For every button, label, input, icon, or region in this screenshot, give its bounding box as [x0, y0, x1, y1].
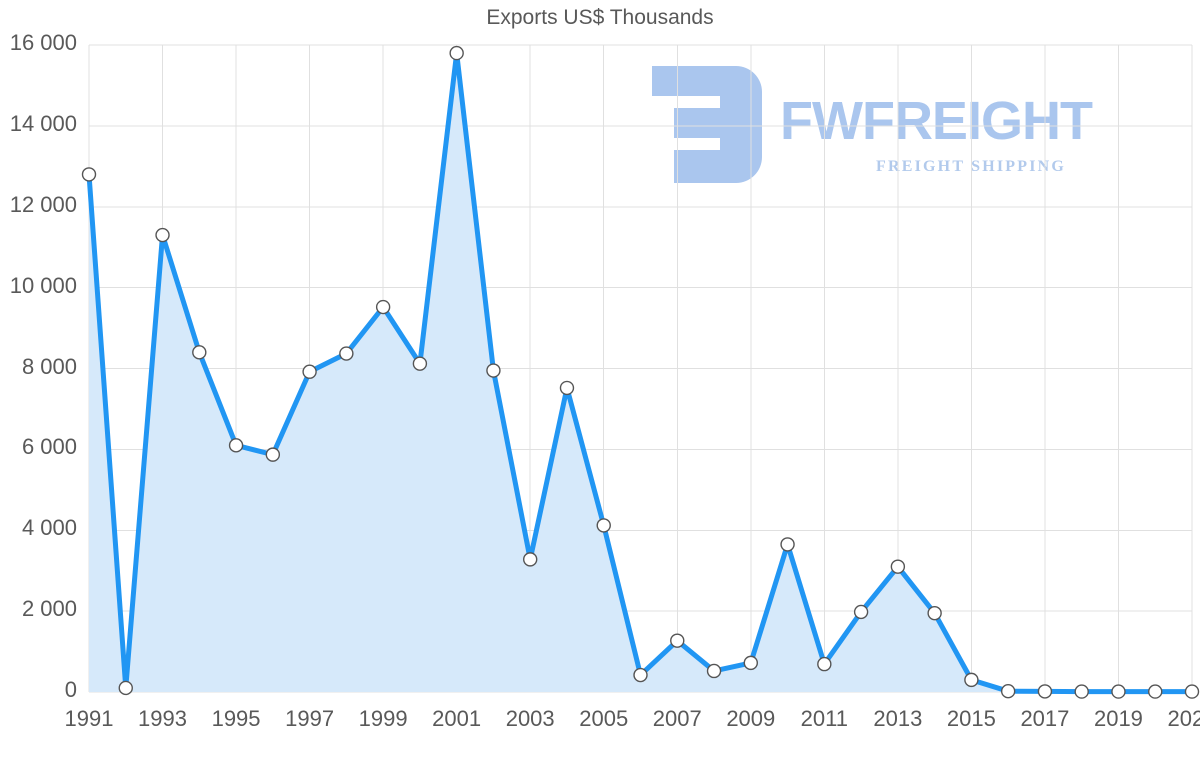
- x-axis-tick-label: 1997: [285, 706, 335, 731]
- x-axis-tick-label: 2011: [800, 706, 848, 731]
- y-axis-tick-label: 4 000: [21, 515, 77, 541]
- x-axis-tick-label: 2001: [432, 706, 482, 731]
- x-axis-tick-label: 2021: [1167, 706, 1200, 731]
- y-axis-tick-label: 10 000: [9, 272, 77, 298]
- x-axis-tick-label: 2003: [505, 706, 555, 731]
- x-axis-tick-label: 1999: [358, 706, 408, 731]
- y-axis-tick-label: 14 000: [9, 110, 77, 136]
- data-point-marker[interactable]: [1111, 684, 1126, 699]
- data-point-marker[interactable]: [155, 227, 170, 243]
- data-point-marker[interactable]: [118, 680, 133, 696]
- x-axis-tick-label: 1991: [64, 706, 114, 731]
- data-point-marker[interactable]: [192, 345, 207, 360]
- data-point-marker[interactable]: [302, 364, 317, 379]
- data-point-marker[interactable]: [339, 346, 354, 361]
- data-point-marker[interactable]: [633, 667, 648, 683]
- data-point-marker[interactable]: [228, 438, 244, 453]
- x-axis-tick-label: 1995: [211, 706, 261, 731]
- data-point-marker[interactable]: [1074, 684, 1089, 699]
- y-axis-tick-label: 12 000: [9, 191, 77, 217]
- data-point-marker[interactable]: [486, 363, 501, 378]
- area-fill: [89, 53, 1192, 692]
- data-point-marker[interactable]: [596, 518, 611, 533]
- data-point-marker[interactable]: [927, 605, 942, 621]
- data-point-marker[interactable]: [670, 633, 685, 648]
- data-point-marker[interactable]: [1184, 684, 1200, 699]
- data-point-marker[interactable]: [780, 537, 795, 552]
- data-point-marker[interactable]: [375, 299, 391, 315]
- data-point-marker[interactable]: [449, 45, 464, 61]
- data-point-marker[interactable]: [964, 672, 979, 688]
- chart-title: Exports US$ Thousands: [486, 6, 714, 29]
- y-axis-tick-label: 16 000: [9, 30, 77, 55]
- data-point-marker[interactable]: [743, 655, 758, 671]
- area-fill-path: [89, 53, 1192, 692]
- data-point-marker[interactable]: [523, 552, 538, 567]
- x-axis-tick-label: 2019: [1093, 706, 1143, 731]
- y-axis-tick-label: 2 000: [21, 596, 77, 622]
- data-point-marker[interactable]: [1037, 684, 1053, 699]
- y-axis-tick-label: 6 000: [21, 434, 77, 460]
- data-markers: [81, 45, 1200, 699]
- x-axis-tick-label: 2007: [652, 706, 702, 731]
- data-point-marker[interactable]: [1000, 683, 1016, 699]
- data-point-marker[interactable]: [817, 656, 832, 672]
- y-axis-tick-label: 8 000: [21, 353, 77, 379]
- data-point-marker[interactable]: [853, 604, 869, 620]
- x-axis-tick-label: 2015: [946, 706, 996, 731]
- x-axis-tick-label: 2017: [1020, 706, 1070, 731]
- x-axis-tick-label: 2013: [873, 706, 923, 731]
- y-axis-tick-label: 0: [64, 677, 77, 702]
- data-point-marker[interactable]: [412, 356, 428, 371]
- x-axis-tick-label: 2005: [579, 706, 629, 731]
- x-axis-tick-label: 1993: [138, 706, 187, 731]
- data-point-marker[interactable]: [706, 663, 722, 679]
- data-point-marker[interactable]: [559, 380, 575, 396]
- data-point-marker[interactable]: [1148, 684, 1163, 699]
- data-point-marker[interactable]: [890, 559, 906, 574]
- data-point-marker[interactable]: [81, 167, 97, 182]
- x-axis-tick-label: 2009: [726, 706, 776, 731]
- data-point-marker[interactable]: [265, 447, 281, 462]
